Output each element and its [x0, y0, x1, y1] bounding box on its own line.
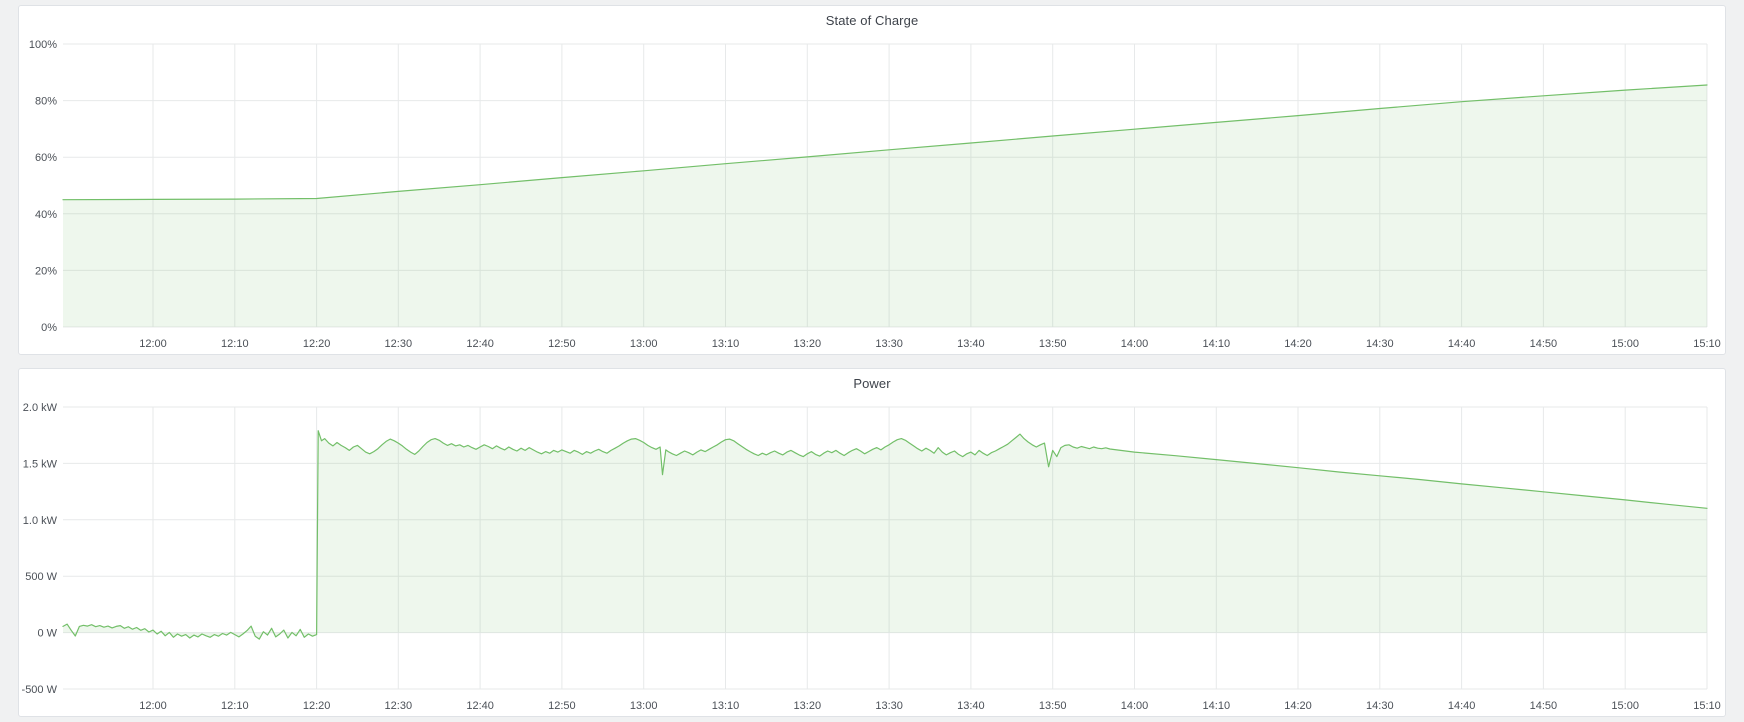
x-axis-label: 15:00 — [1611, 700, 1639, 712]
panel-title-text: State of Charge — [825, 12, 919, 28]
panel-power: Power -500 W 0 W 500 W 1.0 kW 1.5 kW 2.0 kW 12… — [18, 368, 1726, 717]
y-axis-label: 2.0 kW — [23, 402, 58, 414]
x-axis-label: 13:30 — [875, 338, 903, 350]
x-axis-label: 14:40 — [1448, 338, 1476, 350]
y-axis-label: -500 W — [22, 684, 58, 696]
power-chart-svg[interactable]: -500 W 0 W 500 W 1.0 kW 1.5 kW 2.0 kW 12:00 12:… — [19, 397, 1725, 716]
x-axis-label: 13:30 — [875, 700, 903, 712]
x-axis-label: 14:50 — [1530, 338, 1558, 350]
axis-labels: 0% 20% 40% 60% 80% 100% 12:00 12:10 12:20 12:30 12… — [29, 39, 1721, 350]
panel-title-power[interactable]: Power — [19, 369, 1725, 397]
panel-state-of-charge: State of Charge 0% 20% 40% 60% 80% 100% 12:00 1… — [18, 5, 1726, 355]
x-axis-label: 15:10 — [1693, 700, 1721, 712]
power-chart[interactable]: -500 W 0 W 500 W 1.0 kW 1.5 kW 2.0 kW 12:00 12:… — [19, 397, 1725, 716]
x-axis-label: 14:00 — [1121, 700, 1149, 712]
x-axis-label: 14:20 — [1284, 338, 1312, 350]
x-axis-label: 12:40 — [466, 338, 494, 350]
y-axis-label: 0 W — [37, 628, 57, 640]
y-axis-label: 60% — [35, 152, 57, 164]
x-axis-label: 12:00 — [139, 700, 167, 712]
y-axis-label: 100% — [29, 39, 57, 51]
x-axis-label: 13:50 — [1039, 700, 1067, 712]
x-axis-label: 12:40 — [466, 700, 494, 712]
x-axis-label: 13:40 — [957, 700, 985, 712]
x-axis-label: 12:00 — [139, 338, 167, 350]
gridlines — [63, 406, 1708, 690]
y-axis-label: 20% — [35, 265, 57, 277]
x-axis-label: 14:10 — [1203, 338, 1231, 350]
series-area-fill — [63, 430, 1707, 640]
x-axis-label: 14:50 — [1530, 700, 1558, 712]
axis-labels: -500 W 0 W 500 W 1.0 kW 1.5 kW 2.0 kW 12:00 12:… — [22, 402, 1721, 712]
x-axis-label: 13:00 — [630, 338, 658, 350]
x-axis-label: 14:40 — [1448, 700, 1476, 712]
x-axis-label: 15:00 — [1611, 338, 1639, 350]
x-axis-label: 12:50 — [548, 338, 576, 350]
x-axis-label: 13:10 — [712, 700, 740, 712]
y-axis-label: 500 W — [25, 571, 57, 583]
x-axis-label: 12:10 — [221, 700, 249, 712]
series-line — [62, 430, 1708, 640]
gridlines — [63, 43, 1708, 328]
x-axis-label: 15:10 — [1693, 338, 1721, 350]
x-axis-label: 12:30 — [385, 700, 413, 712]
x-axis-label: 13:50 — [1039, 338, 1067, 350]
x-axis-label: 14:30 — [1366, 700, 1394, 712]
y-axis-label: 80% — [35, 96, 57, 108]
y-axis-label: 40% — [35, 209, 57, 221]
x-axis-label: 12:10 — [221, 338, 249, 350]
state-of-charge-chart[interactable]: 0% 20% 40% 60% 80% 100% 12:00 12:10 12:20 12:30 12… — [19, 34, 1725, 354]
x-axis-label: 13:20 — [794, 700, 822, 712]
y-axis-label: 0% — [41, 322, 57, 334]
series-area-fill — [63, 85, 1707, 327]
x-axis-label: 12:20 — [303, 700, 331, 712]
panel-title-text: Power — [853, 375, 891, 391]
x-axis-label: 13:00 — [630, 700, 658, 712]
x-axis-label: 12:30 — [385, 338, 413, 350]
x-axis-label: 12:20 — [303, 338, 331, 350]
x-axis-label: 14:20 — [1284, 700, 1312, 712]
x-axis-label: 14:30 — [1366, 338, 1394, 350]
y-axis-label: 1.5 kW — [23, 458, 58, 470]
y-axis-label: 1.0 kW — [23, 515, 58, 527]
x-axis-label: 12:50 — [548, 700, 576, 712]
x-axis-label: 13:20 — [794, 338, 822, 350]
x-axis-label: 14:10 — [1203, 700, 1231, 712]
x-axis-label: 13:40 — [957, 338, 985, 350]
x-axis-label: 14:00 — [1121, 338, 1149, 350]
x-axis-label: 13:10 — [712, 338, 740, 350]
state-of-charge-chart-svg[interactable]: 0% 20% 40% 60% 80% 100% 12:00 12:10 12:20 12:30 12… — [19, 34, 1725, 354]
panel-title-state-of-charge[interactable]: State of Charge — [19, 6, 1725, 34]
series-line — [62, 84, 1708, 201]
